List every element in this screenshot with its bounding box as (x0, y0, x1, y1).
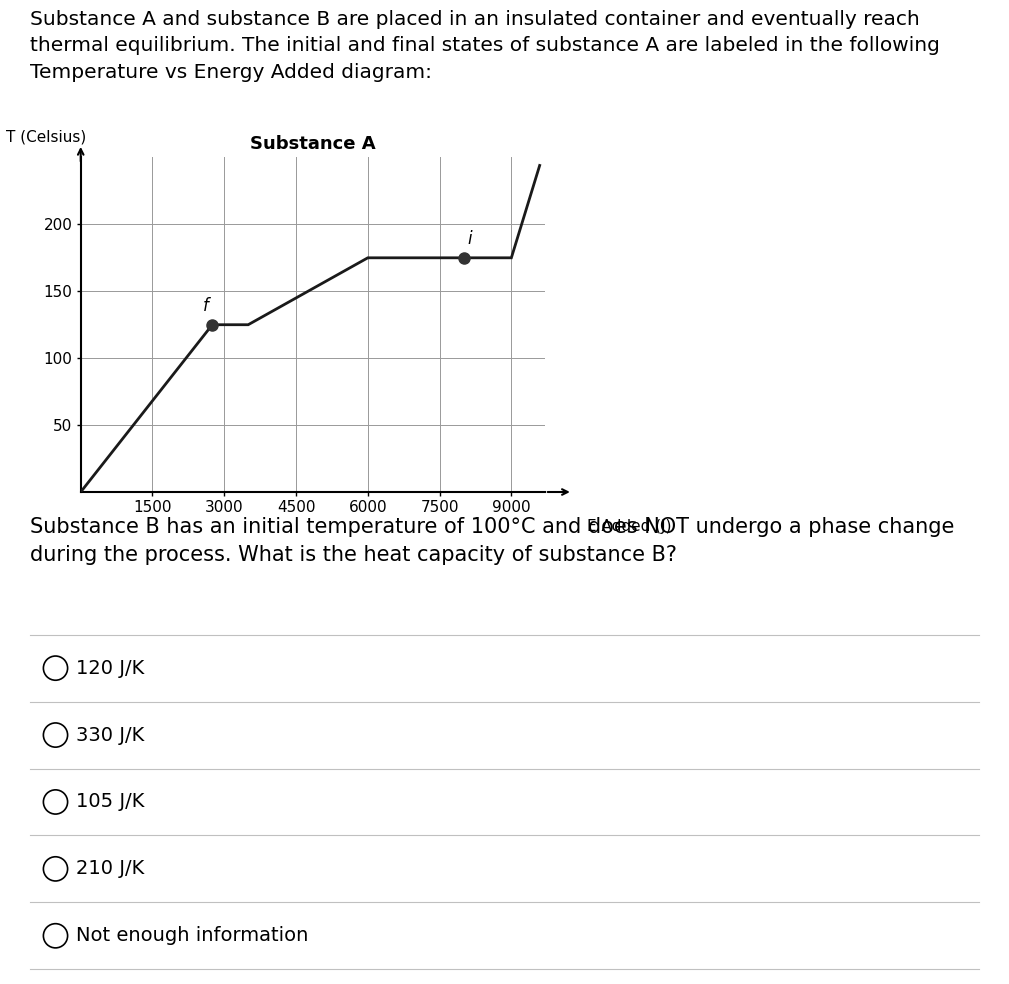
Text: 105 J/K: 105 J/K (76, 792, 144, 812)
Text: Substance A and substance B are placed in an insulated container and eventually : Substance A and substance B are placed i… (30, 10, 940, 82)
Text: Not enough information: Not enough information (76, 926, 308, 946)
Text: 120 J/K: 120 J/K (76, 658, 144, 678)
Text: E Added (J): E Added (J) (586, 519, 671, 533)
Text: i: i (467, 230, 472, 248)
Text: T (Celsius): T (Celsius) (6, 129, 87, 144)
Title: Substance A: Substance A (250, 135, 375, 154)
Text: 330 J/K: 330 J/K (76, 725, 144, 745)
Text: 210 J/K: 210 J/K (76, 859, 144, 879)
Text: f: f (203, 297, 209, 315)
Text: Substance B has an initial temperature of 100°C and does NOT undergo a phase cha: Substance B has an initial temperature o… (30, 517, 955, 565)
